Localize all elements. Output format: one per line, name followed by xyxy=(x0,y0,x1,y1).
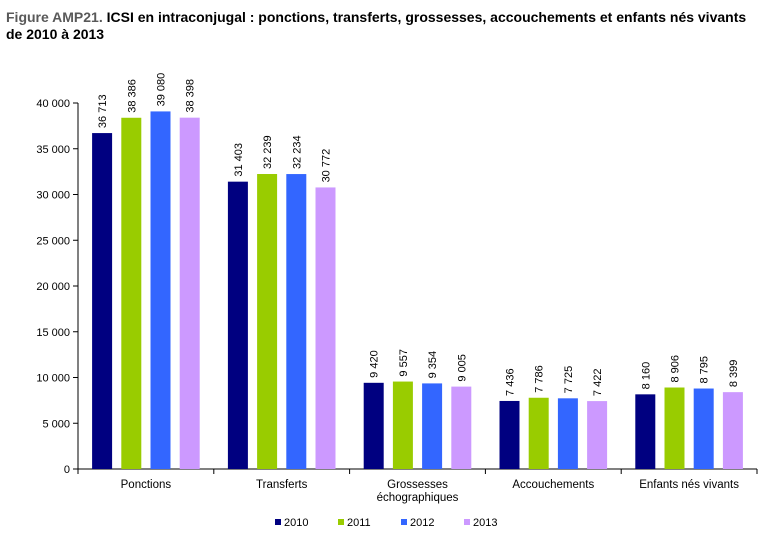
legend: 2010 2011 2012 2013 xyxy=(275,517,497,529)
bar xyxy=(257,174,278,469)
bar xyxy=(557,398,578,469)
bar xyxy=(121,117,142,469)
figure-number: Figure AMP21. xyxy=(6,9,103,25)
x-category-label: Accouchements xyxy=(512,479,594,491)
data-label: 9 557 xyxy=(398,349,410,377)
bar xyxy=(587,401,608,469)
bar xyxy=(92,133,113,469)
data-label: 9 354 xyxy=(427,351,439,379)
bar xyxy=(150,111,171,469)
legend-swatch xyxy=(338,519,344,525)
data-label: 8 906 xyxy=(670,355,682,383)
x-axis: Ponctions Transferts Grossesses échographiq… xyxy=(77,468,758,504)
data-label: 7 786 xyxy=(534,365,546,393)
bar xyxy=(363,382,384,469)
data-label: 7 436 xyxy=(505,368,517,396)
bar xyxy=(664,387,685,469)
data-label: 31 403 xyxy=(233,143,245,177)
data-label: 32 234 xyxy=(291,135,303,169)
legend-swatch xyxy=(401,519,407,525)
bar xyxy=(422,383,443,469)
data-label: 9 420 xyxy=(369,350,381,378)
y-tick-label: 30 000 xyxy=(36,190,70,202)
y-tick-label: 0 xyxy=(64,464,70,476)
data-label: 30 772 xyxy=(321,149,333,183)
y-tick-label: 5 000 xyxy=(42,418,70,430)
y-tick-label: 40 000 xyxy=(36,98,70,110)
data-label: 7 725 xyxy=(563,366,575,394)
chart-title: Figure AMP21. ICSI en intraconjugal : po… xyxy=(6,9,762,43)
y-axis: 0 5 000 10 000 15 000 20 000 25 000 30 000 35 0… xyxy=(36,98,79,476)
bar xyxy=(315,187,336,469)
data-labels: 36 713 38 386 39 080 38 398 31 403 32 239 32 2… xyxy=(97,73,740,396)
data-label: 8 160 xyxy=(640,362,652,390)
figure-caption: ICSI en intraconjugal : ponctions, trans… xyxy=(6,9,747,42)
x-category-label: Ponctions xyxy=(121,479,172,491)
y-tick-label: 20 000 xyxy=(36,281,70,293)
y-tick-label: 10 000 xyxy=(36,373,70,385)
legend-label: 2010 xyxy=(284,517,308,529)
bar xyxy=(286,174,307,469)
x-category-label: Transferts xyxy=(256,479,308,491)
data-label: 36 713 xyxy=(97,94,109,128)
legend-label: 2012 xyxy=(410,517,434,529)
legend-swatch xyxy=(275,519,281,525)
data-label: 9 005 xyxy=(456,354,468,382)
legend-swatch xyxy=(464,519,470,525)
bar xyxy=(227,181,248,470)
bar-series xyxy=(92,111,743,470)
bar xyxy=(499,400,520,469)
bar xyxy=(635,394,656,469)
bar xyxy=(693,388,714,469)
x-category-label: Enfants nés vivants xyxy=(639,479,739,491)
bar xyxy=(451,386,472,469)
legend-label: 2011 xyxy=(347,517,371,529)
y-tick-label: 35 000 xyxy=(36,144,70,156)
y-tick-label: 25 000 xyxy=(36,235,70,247)
legend-label: 2013 xyxy=(473,517,497,529)
bar xyxy=(722,392,743,469)
bar xyxy=(392,381,413,469)
data-label: 39 080 xyxy=(156,73,168,107)
data-label: 38 386 xyxy=(126,79,138,113)
data-label: 7 422 xyxy=(592,369,604,397)
data-label: 8 399 xyxy=(728,360,740,388)
bar xyxy=(528,397,549,469)
data-label: 8 795 xyxy=(699,356,711,384)
bar xyxy=(179,117,200,470)
x-category-label: Grossesses échographiques xyxy=(377,479,459,504)
y-tick-label: 15 000 xyxy=(36,327,70,339)
data-label: 32 239 xyxy=(262,135,274,169)
data-label: 38 398 xyxy=(185,79,197,113)
